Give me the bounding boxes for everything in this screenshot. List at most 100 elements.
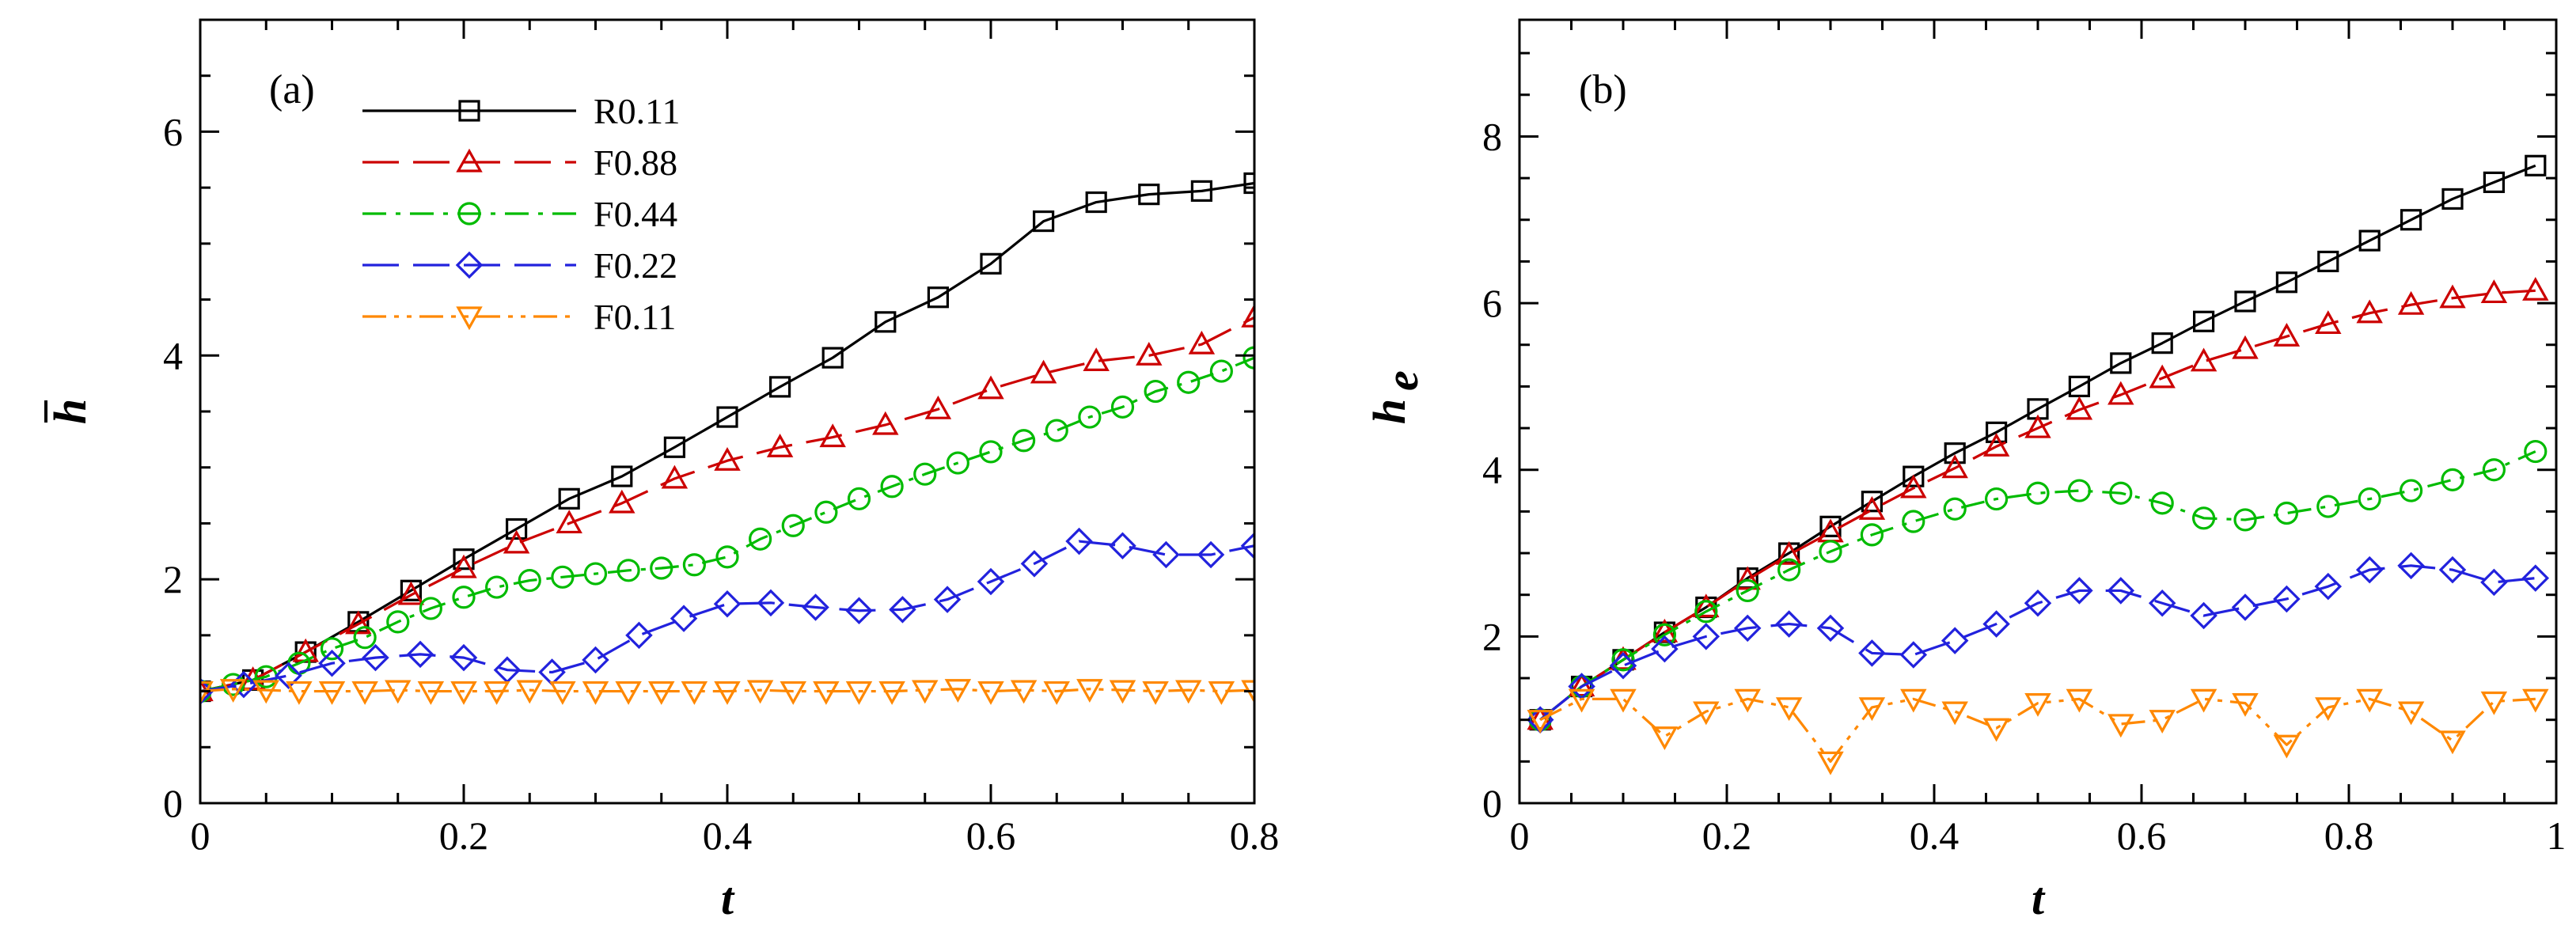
legend-marker (456, 148, 483, 172)
data-point-F0.44 (2358, 487, 2381, 511)
x-tick-label: 0.8 (2324, 813, 2374, 858)
data-point-F0.88 (2480, 279, 2508, 304)
data-point-F0.44 (353, 626, 377, 650)
data-point-F0.11 (1817, 751, 1844, 775)
data-point-F0.11 (1982, 718, 2010, 742)
data-point-F0.22 (2107, 577, 2135, 605)
data-point-F0.22 (406, 640, 434, 669)
data-point-F0.22 (845, 597, 873, 625)
data-point-F0.22 (450, 643, 478, 672)
data-point-R0.11 (2441, 188, 2464, 210)
data-point-F0.88 (924, 395, 952, 419)
data-point-F0.44 (682, 553, 706, 577)
data-point-R0.11 (874, 311, 897, 333)
series-line-F0.22 (200, 540, 1254, 693)
legend-label: F0.11 (594, 297, 676, 337)
x-tick-label: 0.6 (2117, 813, 2167, 858)
legend-item-R0.11: R0.11 (362, 91, 680, 131)
data-point-F0.22 (625, 621, 653, 650)
data-point-R0.11 (2275, 271, 2297, 294)
data-point-F0.22 (713, 590, 742, 618)
data-point-F0.11 (1142, 681, 1169, 705)
data-point-F0.22 (1109, 532, 1136, 559)
data-point-R0.11 (1032, 210, 1055, 233)
data-point-F0.44 (2109, 481, 2133, 505)
y-axis-title: he (1364, 370, 1428, 424)
data-point-R0.11 (2068, 375, 2090, 398)
data-point-F0.44 (1144, 379, 1167, 404)
data-point-F0.22 (2273, 585, 2301, 613)
data-point-F0.88 (1900, 474, 1927, 499)
data-point-F0.11 (2232, 693, 2259, 717)
y-tick-label: 0 (163, 781, 183, 825)
data-point-F0.88 (1775, 540, 1803, 565)
y-tick-label: 0 (1482, 781, 1502, 825)
data-point-F0.22 (977, 567, 1005, 596)
data-point-F0.22 (1065, 527, 1093, 555)
data-point-F0.44 (1902, 510, 1925, 533)
legend-label: R0.11 (594, 91, 680, 131)
data-point-F0.11 (845, 681, 873, 705)
data-point-F0.22 (2148, 589, 2176, 617)
data-point-F0.88 (1241, 303, 1254, 328)
chart-panel-a: 0 0.2 0.4 0.6 0.8 0 2 4 6 t h (a) R0.11 F0.88 F0.44 F0.… (44, 18, 1280, 924)
data-point-F0.11 (780, 681, 806, 705)
data-point-R0.11 (400, 579, 422, 601)
data-point-F0.22 (757, 589, 785, 617)
legend-label: F0.44 (594, 194, 677, 234)
data-point-R0.11 (2400, 209, 2422, 231)
data-point-F0.11 (813, 681, 840, 705)
data-point-R0.11 (2358, 229, 2381, 252)
data-point-F0.22 (2231, 593, 2259, 621)
data-point-R0.11 (1085, 191, 1107, 214)
data-point-F0.11 (2356, 688, 2383, 713)
data-point-F0.44 (1819, 540, 1842, 563)
data-point-R0.11 (2193, 310, 2215, 332)
series-line-R0.11 (200, 181, 1254, 693)
data-point-F0.44 (1012, 429, 1036, 453)
data-point-F0.11 (2397, 701, 2425, 726)
data-point-F0.88 (556, 510, 582, 534)
series-R0.11 (200, 172, 1254, 703)
data-point-F0.44 (1943, 497, 1967, 521)
data-point-F0.44 (2274, 501, 2298, 525)
data-point-F0.88 (2066, 396, 2093, 420)
data-point-F0.22 (275, 662, 302, 690)
data-point-F0.44 (781, 514, 805, 537)
data-point-F0.11 (1775, 697, 1803, 722)
data-point-F0.88 (1030, 359, 1057, 384)
data-point-F0.44 (1177, 370, 1201, 394)
data-point-F0.44 (222, 673, 245, 696)
y-tick-label: 2 (1482, 614, 1502, 658)
data-point-F0.44 (650, 556, 673, 580)
series-line-F0.88 (1539, 289, 2536, 721)
data-point-F0.22 (1152, 540, 1180, 569)
data-point-F0.44 (1110, 395, 1135, 419)
data-point-F0.44 (485, 575, 509, 599)
data-point-F0.88 (450, 554, 477, 578)
legend-marker (457, 202, 481, 226)
data-point-F0.11 (1208, 681, 1235, 705)
data-point-F0.11 (977, 681, 1004, 705)
series-line-F0.11 (200, 688, 1254, 693)
x-axis-title: t (2032, 873, 2046, 924)
data-point-F0.88 (2107, 381, 2134, 405)
data-point-F0.11 (2024, 693, 2051, 717)
data-point-R0.11 (611, 465, 633, 487)
data-point-R0.11 (505, 517, 528, 540)
data-point-R0.11 (558, 487, 580, 510)
data-point-R0.11 (1903, 465, 1925, 487)
data-point-F0.44 (452, 586, 476, 609)
series-line-F0.88 (200, 316, 1254, 693)
data-point-F0.88 (2315, 310, 2342, 335)
series-line-R0.11 (1539, 164, 2536, 721)
data-point-F0.22 (2190, 601, 2217, 630)
data-point-F0.88 (1188, 330, 1216, 354)
legend-item-F0.22: F0.22 (362, 245, 677, 286)
data-point-R0.11 (663, 436, 686, 458)
data-point-F0.11 (1941, 701, 1968, 726)
x-tick-label: 0.8 (1230, 813, 1280, 858)
data-point-F0.11 (516, 680, 543, 704)
legend-item-F0.44: F0.44 (362, 194, 677, 234)
data-point-F0.22 (1816, 614, 1845, 643)
